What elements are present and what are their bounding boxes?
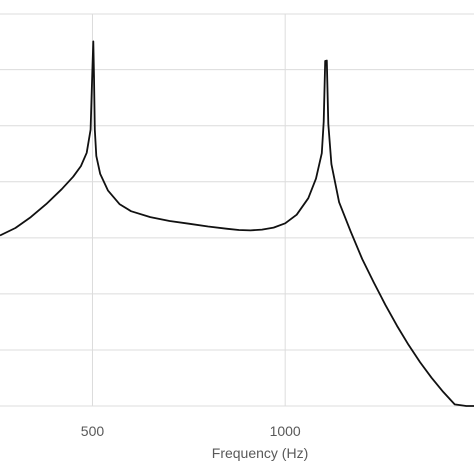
x-tick-label-1000: 1000 xyxy=(270,423,301,439)
x-axis-title: Frequency (Hz) xyxy=(212,445,308,461)
x-tick-label-500: 500 xyxy=(81,423,105,439)
x-tick-labels: 500 1000 xyxy=(81,423,301,439)
plot-area xyxy=(0,40,474,407)
grid xyxy=(0,13,474,407)
series-line xyxy=(0,40,474,407)
